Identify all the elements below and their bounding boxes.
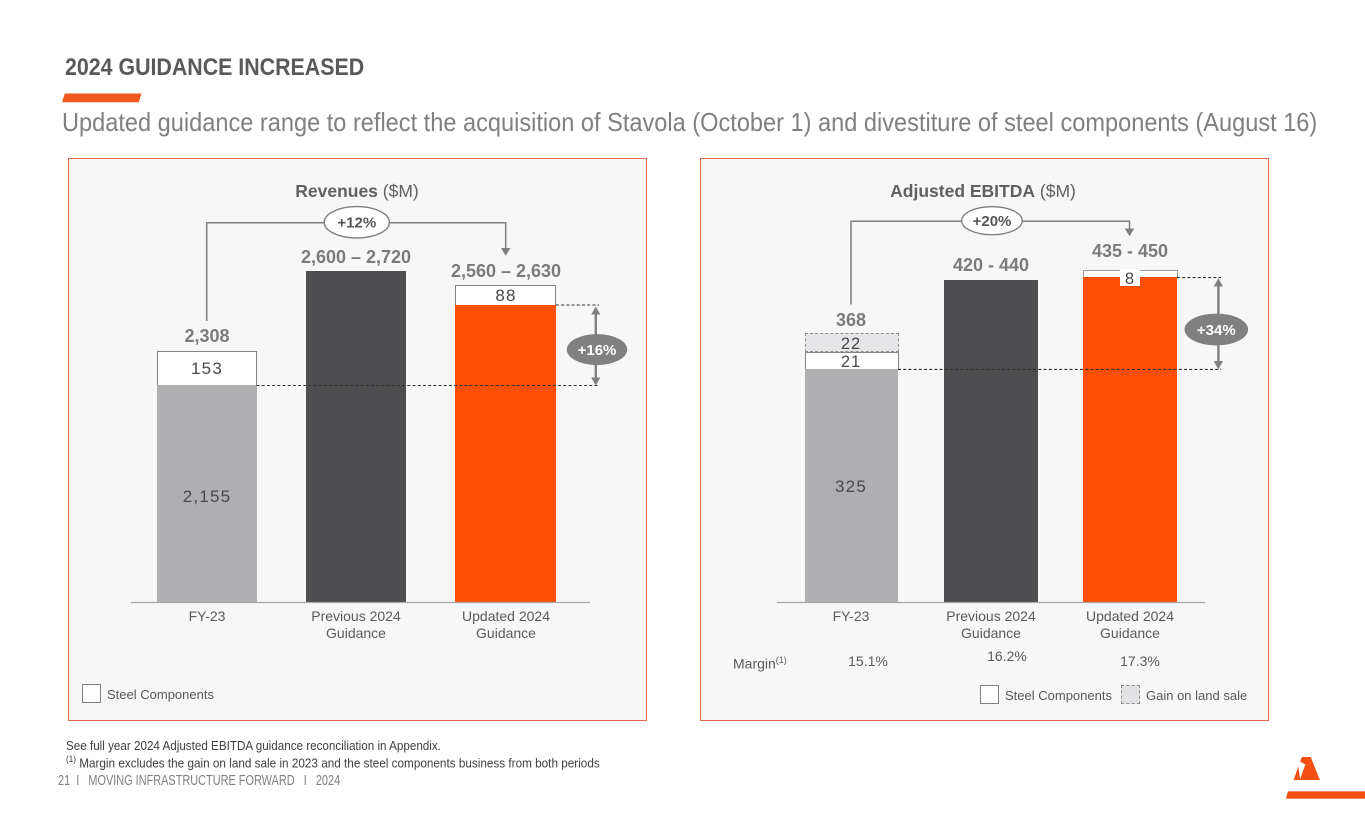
svg-text:+20%: +20%	[973, 213, 1012, 230]
svg-text:+34%: +34%	[1197, 322, 1236, 339]
svg-text:+12%: +12%	[337, 215, 376, 232]
svg-text:+16%: +16%	[578, 342, 617, 359]
